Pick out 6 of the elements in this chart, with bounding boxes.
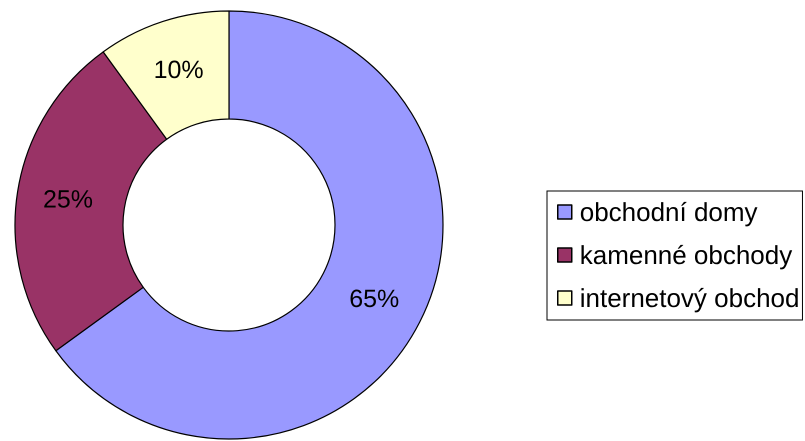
data-label: 65% xyxy=(349,285,400,313)
data-label: 10% xyxy=(154,56,204,84)
legend-label: obchodní domy xyxy=(580,197,758,227)
legend-label: kamenné obchody xyxy=(580,240,792,270)
data-label: 25% xyxy=(42,186,94,214)
legend-label: internetový obchod xyxy=(580,283,800,313)
